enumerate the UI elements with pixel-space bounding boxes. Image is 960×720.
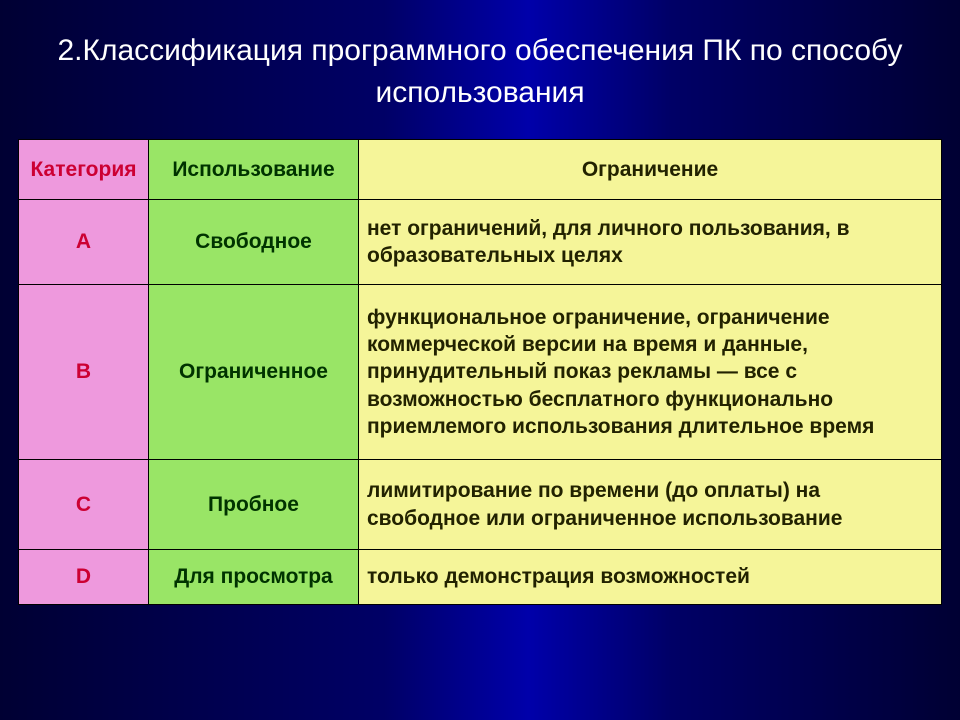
cell-category: D	[19, 550, 149, 605]
cell-usage: Ограниченное	[149, 285, 359, 460]
cell-limitation: нет ограничений, для личного пользования…	[359, 200, 942, 285]
cell-limitation: функциональное ограничение, ограничение …	[359, 285, 942, 460]
cell-category: A	[19, 200, 149, 285]
header-category: Категория	[19, 140, 149, 200]
cell-limitation: лимитирование по времени (до оплаты) на …	[359, 460, 942, 550]
header-usage: Использование	[149, 140, 359, 200]
table-container: Категория Использование Ограничение A Св…	[0, 139, 960, 605]
cell-category: C	[19, 460, 149, 550]
table-row: C Пробное лимитирование по времени (до о…	[19, 460, 942, 550]
classification-table: Категория Использование Ограничение A Св…	[18, 139, 942, 605]
cell-category: B	[19, 285, 149, 460]
header-limitation: Ограничение	[359, 140, 942, 200]
cell-usage: Пробное	[149, 460, 359, 550]
table-row: D Для просмотра только демонстрация возм…	[19, 550, 942, 605]
cell-usage: Для просмотра	[149, 550, 359, 605]
page-title: 2.Классификация программного обеспечения…	[0, 0, 960, 139]
table-row: B Ограниченное функциональное ограничени…	[19, 285, 942, 460]
cell-usage: Свободное	[149, 200, 359, 285]
table-header-row: Категория Использование Ограничение	[19, 140, 942, 200]
cell-limitation: только демонстрация возможностей	[359, 550, 942, 605]
table-row: A Свободное нет ограничений, для личного…	[19, 200, 942, 285]
